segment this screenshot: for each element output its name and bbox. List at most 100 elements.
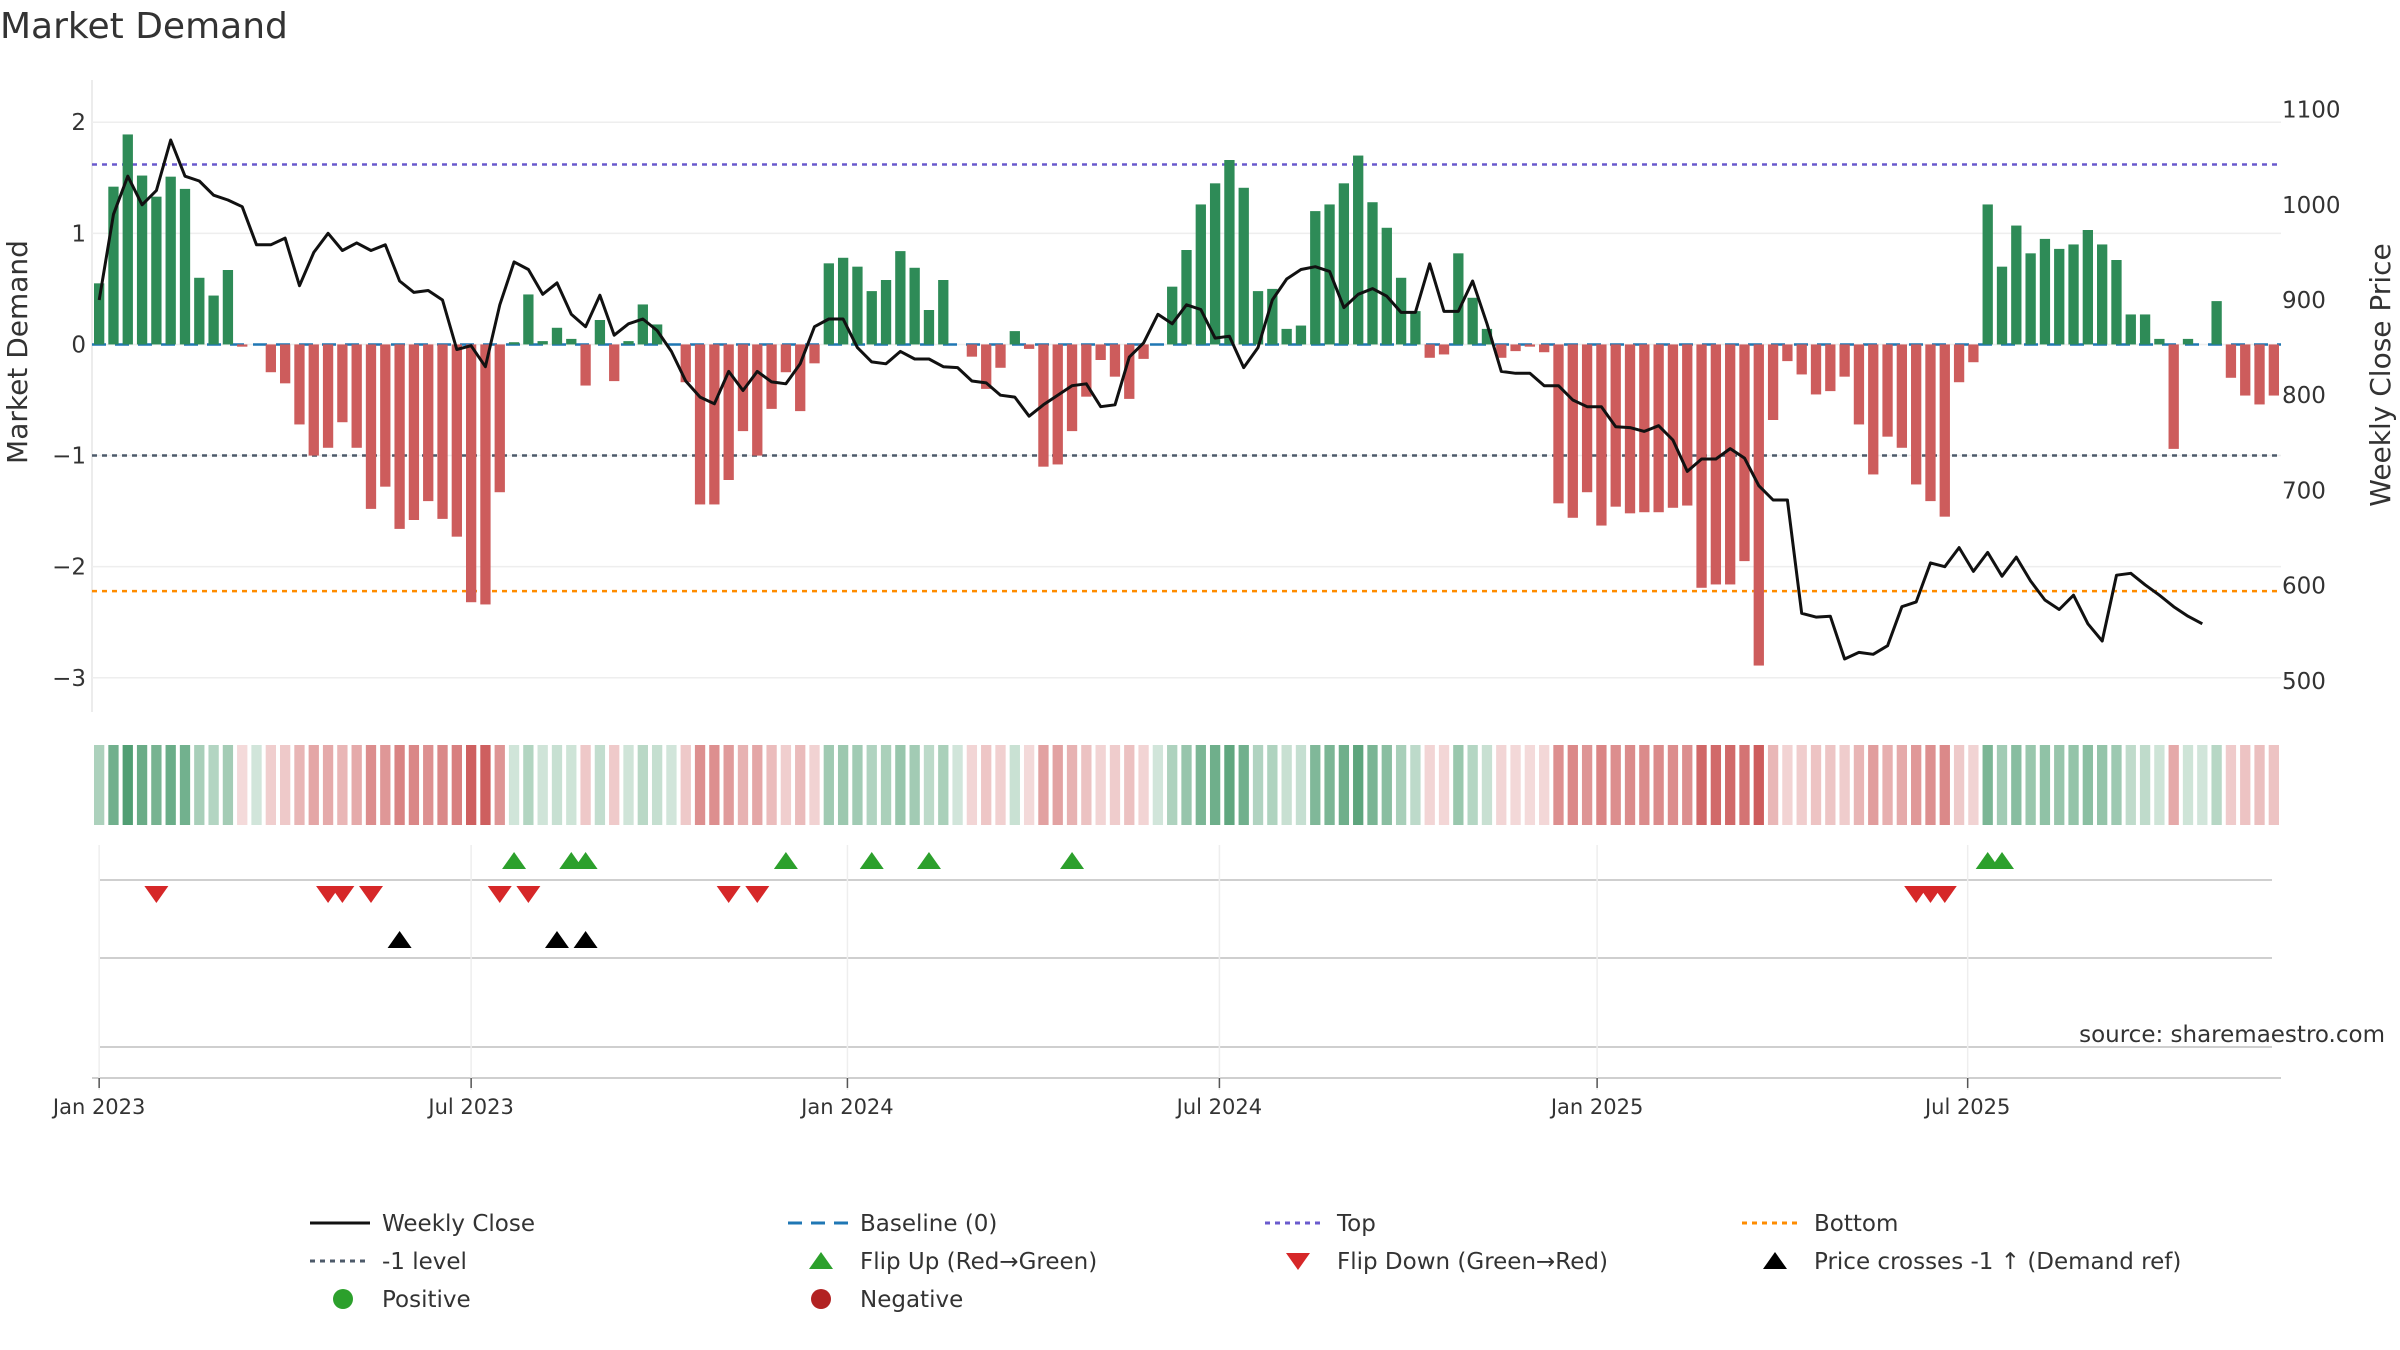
strip-cell [1953, 745, 1965, 825]
demand-bar [1939, 344, 1950, 517]
demand-bar [1109, 344, 1121, 377]
demand-bar [1553, 344, 1564, 504]
strip-cell [494, 745, 505, 825]
demand-bar [1925, 344, 1936, 502]
strip-cell [165, 745, 176, 825]
demand-bar [880, 280, 892, 345]
demand-bar [1825, 344, 1836, 392]
demand-bar [2068, 244, 2079, 345]
strip-cell [1481, 745, 1493, 825]
strip-cell [1767, 745, 1779, 825]
demand-bar [408, 344, 420, 520]
demand-bar [1281, 328, 1292, 345]
strip-cell [365, 745, 377, 825]
strip-cell [2125, 745, 2136, 825]
demand-bar [594, 320, 606, 345]
y-right-tick-label: 800 [2282, 383, 2326, 409]
demand-bar [1209, 183, 1221, 345]
reference-lines [92, 163, 2281, 593]
demand-bar [2054, 248, 2065, 345]
strip-cell [1739, 745, 1750, 825]
strip-cell [981, 745, 992, 825]
strip-cell [1181, 745, 1192, 825]
demand-bar [1181, 250, 1192, 345]
demand-bar [2039, 238, 2051, 345]
strip-cell [2211, 745, 2222, 825]
legend-positive-swatch [333, 1289, 353, 1309]
demand-bar [809, 344, 820, 364]
strip-cell [2111, 745, 2122, 825]
demand-bar [1095, 344, 1106, 360]
strip-cell [1810, 745, 1822, 825]
demand-bar [1753, 344, 1764, 666]
strip-cell [1353, 745, 1364, 825]
demand-bar [2111, 260, 2122, 345]
strip-cell [265, 745, 276, 825]
demand-bar [1481, 328, 1493, 345]
strip-cell [651, 745, 663, 825]
demand-bar [1725, 344, 1736, 585]
strip-cell [580, 745, 591, 825]
demand-bar [1009, 331, 1020, 345]
strip-cell [709, 745, 720, 825]
strip-cell [322, 745, 334, 825]
demand-bar [1052, 344, 1063, 465]
strip-cell [1667, 745, 1679, 825]
strip-cell [795, 745, 806, 825]
demand-bar [637, 304, 648, 345]
flip-down-marker [516, 886, 541, 903]
strip-cell [923, 745, 935, 825]
strip-cell [337, 745, 348, 825]
strip-cell [1581, 745, 1593, 825]
strip-cell [1038, 745, 1049, 825]
strip-cell [1424, 745, 1435, 825]
flip-up-marker [573, 852, 598, 869]
strip-cell [1009, 745, 1020, 825]
flip-down-marker [358, 886, 383, 903]
strip-cell [1725, 745, 1736, 825]
strip-cell [2268, 745, 2279, 825]
demand-bar [165, 176, 176, 345]
demand-bar [823, 263, 834, 345]
strip-cell [2182, 745, 2194, 825]
weekly-close-line [97, 138, 2204, 661]
strip-cell [2139, 745, 2151, 825]
strip-cell [508, 745, 520, 825]
strip-cell [1295, 745, 1307, 825]
strip-cell [1467, 745, 1478, 825]
strip-cell [1510, 745, 1521, 825]
strip-cell [1367, 745, 1378, 825]
strip-cell [1853, 745, 1865, 825]
demand-bar [1696, 344, 1707, 588]
demand-bar [795, 344, 806, 412]
demand-bar [2240, 344, 2251, 396]
demand-bar [1581, 344, 1593, 493]
demand-bar [1295, 325, 1307, 345]
legend-label: Positive [382, 1287, 471, 1313]
demand-bar [609, 344, 620, 382]
y-left-tick-label: −2 [52, 555, 86, 581]
demand-bar [1510, 344, 1521, 352]
strip-cell [1796, 745, 1807, 825]
demand-bar [1710, 344, 1722, 585]
legend-label: Bottom [1814, 1211, 1898, 1237]
demand-bar [308, 344, 319, 456]
y-left-tick-label: −3 [52, 666, 86, 692]
legend-label: Negative [860, 1287, 963, 1313]
demand-bar [337, 344, 348, 423]
demand-bar [709, 344, 720, 505]
x-tick-label: Jan 2025 [1549, 1095, 1644, 1119]
y-right-tick-label: 600 [2282, 574, 2326, 600]
demand-bar [437, 344, 448, 519]
strip-cell [1968, 745, 1979, 825]
strip-cell [1209, 745, 1221, 825]
y-left-tick-label: −1 [52, 444, 86, 470]
y-right-tick-label: 1100 [2282, 98, 2341, 124]
strip-cell [1710, 745, 1722, 825]
x-tick-label: Jan 2023 [51, 1095, 146, 1119]
demand-bar [623, 341, 634, 345]
legend-negative-swatch [811, 1289, 831, 1309]
demand-bar [1596, 344, 1607, 526]
y-right-tick-label: 700 [2282, 478, 2326, 504]
